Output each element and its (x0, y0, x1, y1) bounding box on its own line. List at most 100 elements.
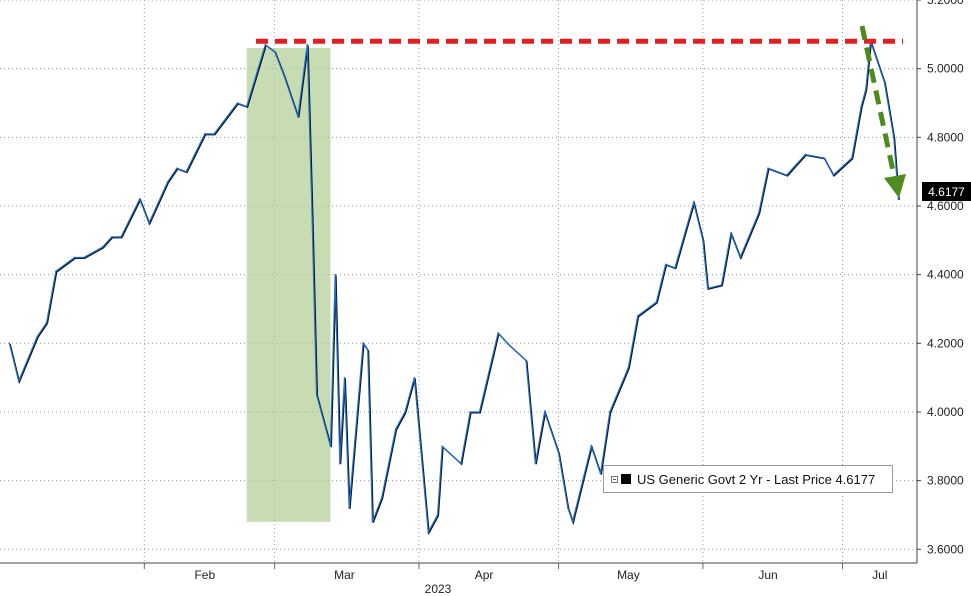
series-line (8, 41, 899, 535)
data-point (864, 88, 867, 91)
data-point (8, 342, 11, 345)
data-point (706, 287, 709, 290)
data-point (823, 157, 825, 159)
data-point (664, 263, 667, 266)
data-point (45, 321, 48, 324)
data-point (860, 105, 862, 108)
data-point (757, 212, 760, 214)
x-axis-ticks: Feb Mar Apr May Jun Jul (143, 563, 887, 582)
data-point (497, 332, 499, 334)
data-point (366, 349, 369, 351)
arrow-head (884, 174, 906, 198)
data-point (73, 256, 76, 259)
data-point (427, 531, 430, 533)
data-point (138, 198, 141, 200)
y-tick-label: 4.2000 (927, 336, 964, 350)
data-point (343, 376, 346, 379)
data-point (394, 428, 397, 430)
data-point (17, 380, 20, 382)
year-label: 2023 (425, 582, 452, 596)
x-tick-label: Feb (194, 568, 215, 582)
data-point (892, 136, 895, 139)
data-point (213, 133, 215, 135)
y-tick-label: 3.6000 (927, 542, 964, 556)
y-tick-label: 4.6000 (927, 199, 964, 213)
data-point (120, 236, 122, 238)
x-tick-label: Apr (475, 568, 494, 582)
data-point (534, 462, 537, 465)
data-point (599, 472, 602, 475)
x-tick-label: May (617, 568, 640, 582)
data-point (306, 43, 309, 46)
data-point (348, 507, 350, 509)
data-point (176, 167, 178, 170)
last-price-value: 4.6177 (928, 184, 965, 199)
x-tick-label: Mar (334, 568, 355, 582)
data-point (404, 411, 406, 413)
data-point (883, 81, 886, 84)
last-price-tag: 4.6177 (922, 182, 971, 201)
down-arrow (859, 25, 906, 198)
data-point (148, 222, 150, 224)
data-point (339, 462, 341, 465)
data-point (273, 50, 276, 53)
data-point (767, 167, 769, 170)
legend: US Generic Govt 2 Yr - Last Price 4.6177 (603, 465, 893, 493)
data-point (55, 270, 57, 273)
data-point (720, 284, 723, 286)
data-point (362, 342, 364, 345)
y-tick-label: 3.8000 (927, 474, 964, 488)
data-point (110, 236, 113, 238)
data-point (627, 366, 630, 369)
data-point (371, 521, 374, 523)
data-point (567, 507, 569, 509)
data-point (739, 256, 741, 259)
data-point (674, 266, 676, 269)
data-point (264, 43, 267, 46)
data-point (478, 411, 481, 413)
data-point (334, 273, 336, 276)
data-point (888, 109, 890, 111)
shaded-region (246, 48, 331, 522)
data-point (82, 256, 85, 259)
data-point (36, 335, 39, 338)
data-point (571, 521, 574, 523)
series-shadow (9, 41, 900, 536)
arrow-shaft (859, 25, 898, 181)
data-point (608, 411, 611, 413)
data-point (590, 445, 592, 448)
legend-toggle-icon[interactable] (611, 475, 618, 483)
data-point (469, 411, 471, 413)
y-tick-label: 4.8000 (927, 130, 964, 144)
data-point (436, 514, 439, 516)
data-point (730, 232, 732, 235)
data-point (329, 445, 332, 448)
data-point (460, 462, 462, 465)
data-point (101, 246, 104, 248)
data-point (702, 239, 704, 242)
data-point (543, 411, 546, 413)
series-line (8, 40, 900, 536)
data-point (185, 170, 187, 173)
data-point (245, 105, 248, 108)
data-point (525, 359, 527, 362)
data-point (655, 301, 658, 303)
legend-swatch (621, 474, 631, 484)
data-point (283, 74, 285, 77)
x-tick-label: Jun (758, 568, 777, 582)
data-point (557, 452, 560, 454)
data-point (692, 201, 695, 204)
axes (0, 0, 918, 564)
y-tick-label: 4.0000 (927, 405, 964, 419)
data-point (832, 174, 835, 176)
data-point (315, 393, 318, 396)
x-tick-label: Jul (872, 568, 887, 582)
shaded-rect (246, 48, 331, 522)
y-tick-label: 5.0000 (927, 62, 964, 76)
data-point (795, 163, 797, 166)
data-point (204, 133, 206, 135)
y-axis-ticks: 3.6000 3.8000 4.0000 4.2000 4.4000 4.6000 4.80… (917, 0, 964, 556)
data-point (851, 157, 853, 159)
data-point (413, 376, 416, 379)
